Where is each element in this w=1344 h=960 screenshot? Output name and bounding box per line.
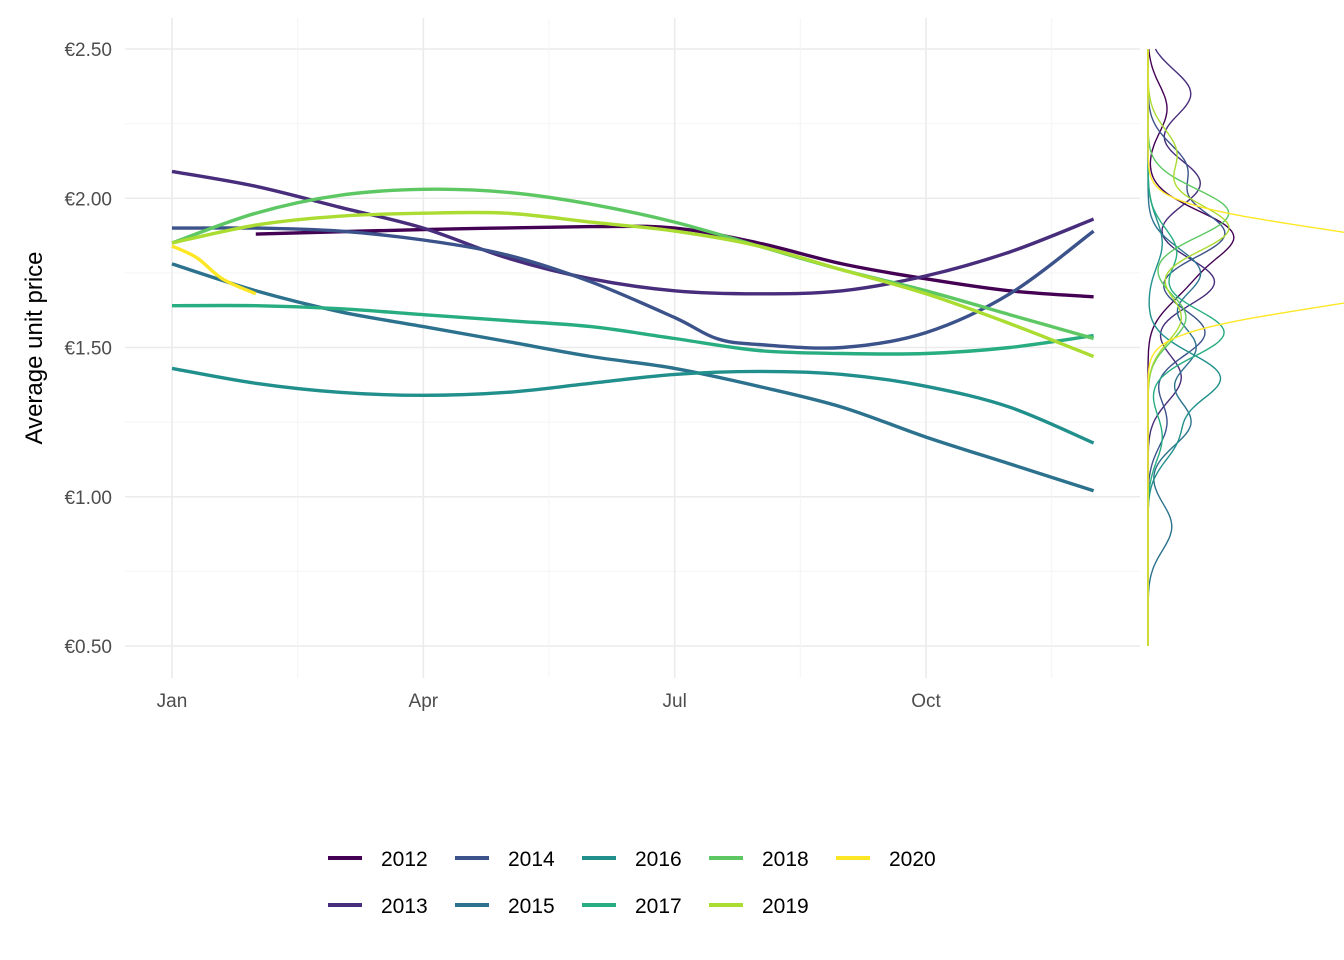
- legend-label: 2012: [381, 848, 428, 871]
- x-tick-labels: Jan Apr Jul Oct: [157, 691, 942, 712]
- y-tick-label: €2.00: [64, 189, 112, 210]
- legend-item-2019: 2019: [709, 895, 809, 918]
- legend-label: 2018: [762, 848, 809, 871]
- series-lines: [171, 169, 1095, 493]
- legend-label: 2020: [889, 848, 936, 871]
- y-tick-label: €2.50: [64, 40, 112, 61]
- series-line-2014: [171, 226, 1095, 350]
- y-tick-labels: €0.50 €1.00 €1.50 €2.00 €2.50: [64, 40, 112, 658]
- series-line-2017: [171, 303, 1094, 356]
- legend-label: 2017: [635, 895, 682, 918]
- x-tick-label: Jan: [157, 691, 188, 712]
- legend-item-2015: 2015: [455, 895, 555, 918]
- density-curve-2015: [1147, 49, 1202, 646]
- legend-item-2012: 2012: [328, 848, 428, 871]
- x-tick-label: Jul: [663, 691, 687, 712]
- x-tick-label: Oct: [911, 691, 941, 712]
- density-curve-2020: [1147, 49, 1344, 646]
- y-tick-label: €0.50: [64, 637, 112, 658]
- legend-item-2018: 2018: [709, 848, 809, 871]
- legend-label: 2015: [508, 895, 555, 918]
- legend-item-2013: 2013: [328, 895, 428, 918]
- legend-item-2017: 2017: [582, 895, 682, 918]
- legend-label: 2014: [508, 848, 555, 871]
- x-tick-label: Apr: [409, 691, 439, 712]
- legend-label: 2019: [762, 895, 809, 918]
- series-line-2019: [171, 210, 1095, 359]
- marginal-density: [1147, 48, 1344, 646]
- legend-item-2020: 2020: [836, 848, 936, 871]
- legend: 2012 2013 2014 2015 2016 2017 2018 2019 2020: [328, 848, 936, 918]
- series-line-2020: [171, 244, 257, 296]
- legend-item-2016: 2016: [582, 848, 682, 871]
- legend-label: 2013: [381, 895, 428, 918]
- series-line-2016: [171, 366, 1095, 445]
- y-axis-label: Average unit price: [21, 251, 48, 444]
- legend-label: 2016: [635, 848, 682, 871]
- density-curve-2012: [1147, 48, 1235, 646]
- legend-item-2014: 2014: [455, 848, 555, 871]
- series-line-2018: [171, 187, 1095, 341]
- series-line-2013: [171, 169, 1095, 296]
- y-tick-label: €1.50: [64, 339, 112, 360]
- y-tick-label: €1.00: [64, 488, 112, 509]
